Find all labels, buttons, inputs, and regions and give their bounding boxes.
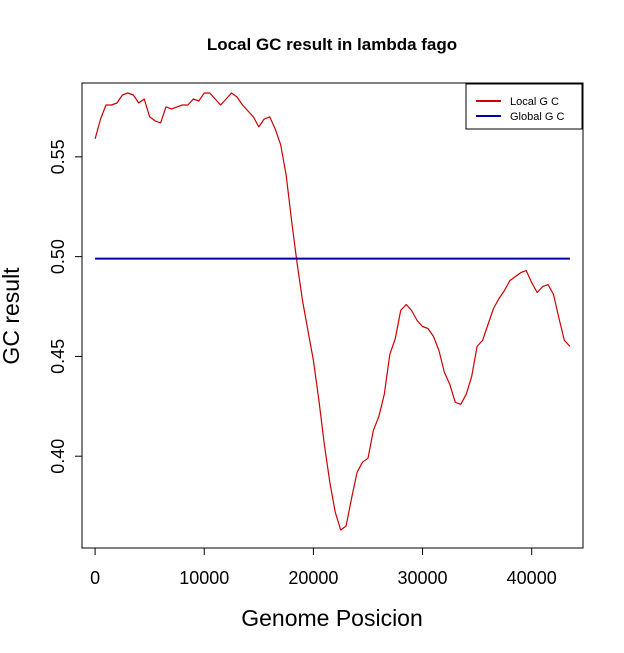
legend-label: Local G C [510,96,559,108]
y-axis: 0.40 0.45 0.50 0.55 [48,139,83,474]
x-tick-label: 20000 [288,568,338,588]
x-tick-label: 10000 [179,568,229,588]
y-tick-label: 0.50 [48,239,68,274]
legend-box [465,83,583,130]
x-axis-label: Genome Posicion [241,605,423,631]
x-tick-label: 30000 [398,568,448,588]
y-axis-label: GC result [0,267,24,365]
chart-title: Local GC result in lambda fago [207,35,457,54]
y-tick-label: 0.45 [48,339,68,374]
local-g-c-line [94,92,571,531]
x-axis: 0 10000 20000 30000 40000 [90,547,557,588]
y-tick-label: 0.55 [48,139,68,174]
x-tick-label: 0 [90,568,100,588]
legend: Local G C Global G C [465,83,583,130]
x-tick-label: 40000 [507,568,557,588]
series-layer [94,92,571,531]
legend-label: Global G C [510,111,564,123]
y-tick-label: 0.40 [48,439,68,474]
